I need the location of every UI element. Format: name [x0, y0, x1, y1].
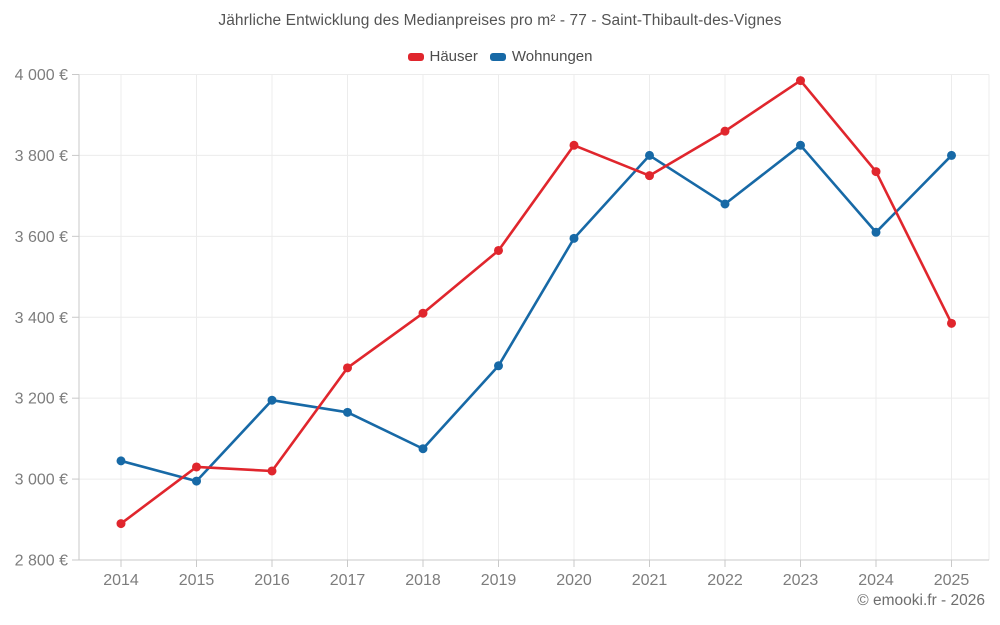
data-point-wohnungen-2021[interactable]	[645, 150, 654, 160]
chart-legend: Häuser Wohnungen	[0, 48, 1000, 65]
x-tick-label: 2021	[632, 572, 668, 589]
y-tick-label: 3 200 €	[15, 391, 68, 408]
y-tick-label: 3 600 €	[15, 229, 68, 246]
data-point-hauser-2016[interactable]	[267, 466, 277, 476]
data-point-hauser-2021[interactable]	[645, 171, 654, 181]
y-tick-label: 3 400 €	[15, 310, 68, 327]
data-point-hauser-2024[interactable]	[871, 167, 881, 177]
series-line-hauser	[119, 79, 953, 525]
data-point-wohnungen-2016[interactable]	[267, 395, 277, 405]
data-point-wohnungen-2023[interactable]	[796, 140, 805, 150]
x-tick-label: 2018	[405, 572, 441, 589]
y-tick-label: 3 000 €	[15, 472, 68, 489]
x-tick-label: 2017	[330, 572, 366, 589]
data-point-hauser-2017[interactable]	[343, 363, 352, 373]
x-tick-label: 2024	[858, 572, 894, 589]
legend-swatch-hauser-icon	[407, 52, 424, 61]
data-point-wohnungen-2015[interactable]	[192, 476, 201, 486]
x-tick-label: 2022	[707, 572, 743, 589]
legend-swatch-wohnungen-icon	[489, 52, 506, 61]
y-tick-label: 3 800 €	[15, 148, 68, 165]
legend-label-wohnungen: Wohnungen	[511, 48, 593, 65]
y-tick-label: 2 800 €	[15, 553, 68, 570]
legend-item-hauser[interactable]: Häuser	[407, 48, 478, 65]
data-point-hauser-2023[interactable]	[796, 76, 805, 86]
data-point-hauser-2019[interactable]	[494, 245, 503, 255]
data-point-wohnungen-2018[interactable]	[418, 444, 428, 454]
legend-label-hauser: Häuser	[429, 48, 478, 65]
x-tick-label: 2020	[556, 572, 592, 589]
copyright-footer: © emooki.fr - 2026	[857, 592, 985, 609]
data-point-wohnungen-2020[interactable]	[569, 233, 579, 243]
x-tick-label: 2023	[783, 572, 819, 589]
data-point-wohnungen-2014[interactable]	[116, 456, 126, 466]
data-point-hauser-2022[interactable]	[720, 126, 730, 136]
data-point-hauser-2018[interactable]	[418, 308, 428, 318]
data-point-hauser-2025[interactable]	[947, 318, 956, 328]
x-tick-label: 2016	[254, 572, 290, 589]
y-tick-label: 4 000 €	[15, 67, 68, 84]
data-point-wohnungen-2019[interactable]	[494, 361, 503, 371]
chart-title: Jährliche Entwicklung des Medianpreises …	[218, 12, 782, 29]
data-point-wohnungen-2017[interactable]	[343, 407, 352, 417]
series-line-wohnungen	[119, 144, 953, 483]
x-tick-label: 2014	[103, 572, 139, 589]
data-point-hauser-2020[interactable]	[569, 140, 579, 150]
data-point-wohnungen-2024[interactable]	[871, 227, 881, 237]
data-point-hauser-2014[interactable]	[116, 519, 126, 529]
data-point-wohnungen-2022[interactable]	[720, 199, 730, 209]
legend-item-wohnungen[interactable]: Wohnungen	[489, 48, 593, 65]
data-point-hauser-2015[interactable]	[192, 462, 201, 472]
x-tick-label: 2025	[934, 572, 970, 589]
x-tick-label: 2019	[481, 572, 517, 589]
x-tick-label: 2015	[179, 572, 215, 589]
data-point-wohnungen-2025[interactable]	[947, 150, 956, 160]
